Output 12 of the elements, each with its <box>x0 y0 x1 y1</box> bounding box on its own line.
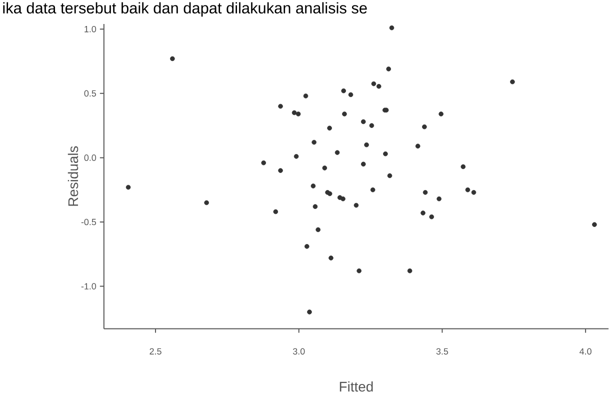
y-axis-title: Residuals <box>68 146 78 206</box>
x-tick-label: 4.0 <box>580 348 592 355</box>
y-tick-label: -0.5 <box>81 218 96 226</box>
y-tick-label: -1.0 <box>81 283 96 290</box>
x-tick-label: 3.5 <box>436 348 448 355</box>
text: ika data tersebut baik dan dapat dilakukan analisis se <box>3 2 367 17</box>
y-tick-label: 0.5 <box>84 90 96 97</box>
x-axis-title: Fitted <box>340 382 373 392</box>
x-tick-label: 2.5 <box>150 348 162 355</box>
y-tick-label: 1.0 <box>84 26 96 32</box>
y-tick-label: 0.0 <box>84 154 96 162</box>
x-tick-label: 3.0 <box>292 348 305 355</box>
